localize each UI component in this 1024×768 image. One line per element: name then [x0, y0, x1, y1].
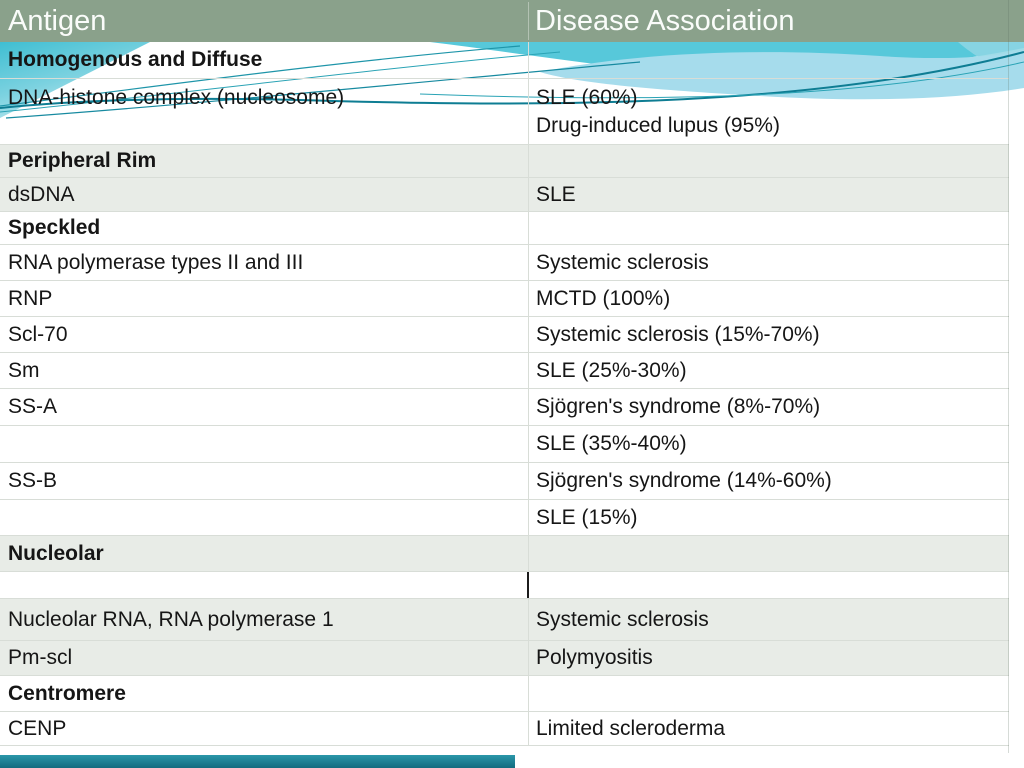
antigen-cell: DNA-histone complex (nucleosome)	[0, 79, 529, 144]
disease-cell: Systemic sclerosis	[536, 607, 709, 631]
disease-line-1: SLE (60%)	[536, 86, 638, 109]
antigen-cell: Nucleolar RNA, RNA polymerase 1	[0, 599, 529, 640]
table-row-empty	[0, 572, 1009, 599]
table-row: SLE (15%)	[0, 500, 1009, 536]
table-row: SS-B Sjögren's syndrome (14%-60%)	[0, 463, 1009, 500]
antigen-cell: Centromere	[0, 676, 529, 711]
antigen-cell: Sm	[0, 353, 529, 388]
antigen-cell	[0, 572, 529, 598]
antigen-cell: Nucleolar	[0, 536, 529, 571]
table-row: CENP Limited scleroderma	[0, 712, 1009, 746]
antigen-cell: Peripheral Rim	[0, 145, 529, 177]
antigen-cell: SS-A	[0, 389, 529, 425]
disease-cell	[529, 676, 1009, 711]
table-right-border	[1008, 0, 1009, 753]
disease-cell: Sjögren's syndrome (14%-60%)	[536, 469, 832, 493]
table-row: RNA polymerase types II and III Systemic…	[0, 245, 1009, 281]
disease-cell	[529, 212, 1009, 244]
antigen-cell: SS-B	[0, 463, 529, 499]
disease-cell	[529, 536, 1009, 571]
table-row: SLE (35%-40%)	[0, 426, 1009, 463]
table-row: Scl-70 Systemic sclerosis (15%-70%)	[0, 317, 1009, 353]
table-row: DNA-histone complex (nucleosome) SLE (60…	[0, 79, 1009, 145]
antigen-cell	[0, 500, 529, 535]
disease-cell: SLE (35%-40%)	[536, 432, 687, 456]
table-header-row: Antigen Disease Association	[0, 0, 1024, 42]
disease-cell: SLE (25%-30%)	[536, 358, 687, 382]
disease-cell: Systemic sclerosis	[536, 250, 709, 274]
disease-cell: Limited scleroderma	[536, 716, 726, 740]
antigen-cell	[0, 426, 529, 462]
disease-cell	[529, 42, 1009, 78]
table-row: RNP MCTD (100%)	[0, 281, 1009, 317]
disease-cell: Polymyositis	[536, 646, 653, 670]
header-antigen: Antigen	[8, 5, 107, 37]
table-row: Nucleolar RNA, RNA polymerase 1 Systemic…	[0, 599, 1009, 641]
table-row: Sm SLE (25%-30%)	[0, 353, 1009, 389]
antigen-disease-table: Homogenous and Diffuse DNA-histone compl…	[0, 42, 1009, 746]
table-row: SS-A Sjögren's syndrome (8%-70%)	[0, 389, 1009, 426]
antigen-cell: Homogenous and Diffuse	[0, 42, 529, 78]
disease-cell: SLE (60%) Drug-induced lupus (95%)	[529, 79, 1009, 144]
table-row: dsDNA SLE	[0, 178, 1009, 212]
disease-cell	[529, 145, 1009, 177]
header-disease-association: Disease Association	[535, 5, 795, 37]
disease-cell: MCTD (100%)	[536, 286, 671, 310]
table-row-category: Homogenous and Diffuse	[0, 42, 1009, 79]
table-row-category: Speckled	[0, 212, 1009, 245]
disease-cell	[529, 572, 1009, 598]
antigen-cell: RNA polymerase types II and III	[0, 245, 529, 280]
antigen-cell: dsDNA	[0, 178, 529, 211]
table-row-category: Peripheral Rim	[0, 145, 1009, 178]
disease-cell: SLE	[536, 182, 576, 206]
disease-line-2: Drug-induced lupus (95%)	[536, 113, 780, 137]
antigen-cell: RNP	[0, 281, 529, 316]
disease-cell: SLE (15%)	[536, 505, 638, 529]
bottom-accent-bar	[0, 755, 515, 768]
antigen-cell: Speckled	[0, 212, 529, 244]
header-column-divider	[528, 2, 529, 40]
table-row-category: Nucleolar	[0, 536, 1009, 572]
table-row: Pm-scl Polymyositis	[0, 641, 1009, 676]
antigen-cell: Scl-70	[0, 317, 529, 352]
antigen-cell: Pm-scl	[0, 641, 529, 675]
table-row-category: Centromere	[0, 676, 1009, 712]
disease-cell: Systemic sclerosis (15%-70%)	[536, 322, 820, 346]
antigen-cell: CENP	[0, 712, 529, 745]
disease-cell: Sjögren's syndrome (8%-70%)	[536, 395, 821, 419]
